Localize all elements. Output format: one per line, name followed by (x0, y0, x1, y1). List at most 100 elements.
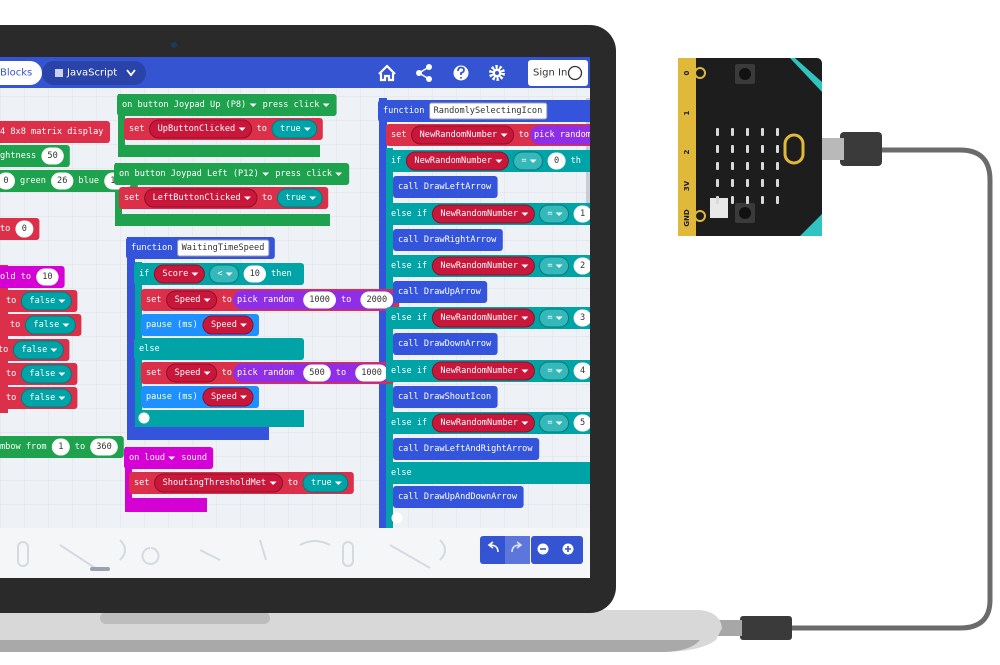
dropdown-pill[interactable] (512, 151, 544, 171)
dropdown-pill[interactable] (431, 361, 535, 381)
dropdown-pill-text: false (29, 369, 55, 379)
dropdown-pill[interactable] (411, 125, 515, 145)
led (731, 145, 734, 153)
dropdown-pill[interactable] (538, 413, 570, 433)
block-frame (125, 498, 207, 512)
block-text: else (139, 344, 160, 354)
dropdown-pill[interactable] (405, 151, 509, 171)
block-text: ghtness (0, 151, 36, 161)
value-input[interactable] (51, 172, 74, 190)
dropdown-pill-text: true (285, 193, 306, 203)
led (776, 162, 779, 170)
home-button[interactable] (378, 64, 396, 82)
dropdown-pill[interactable] (144, 188, 258, 208)
value-input[interactable] (573, 309, 592, 327)
dropdown-pill-text: NewRandomNumber (414, 156, 492, 166)
value-input[interactable] (303, 364, 331, 382)
value-input[interactable] (15, 220, 34, 238)
dropdown-pill[interactable] (431, 256, 535, 276)
dropdown-pill[interactable] (166, 363, 218, 383)
dropdown-pill[interactable] (276, 188, 323, 208)
dropdown-pill[interactable] (538, 308, 570, 328)
dropdown-pill[interactable] (20, 364, 72, 384)
laptop-base-edge (0, 640, 700, 652)
block-text: to (75, 442, 85, 452)
button-b-cap (739, 207, 751, 219)
value-input-text: 2 (580, 261, 585, 271)
pin-label: 3V (683, 180, 691, 191)
dropdown-pill[interactable] (166, 290, 218, 310)
dropdown-pill[interactable] (271, 119, 318, 139)
block-text: blue (78, 176, 99, 186)
value-input[interactable] (90, 438, 118, 456)
block-dropdown-text: Joypad Up (P8) (174, 100, 246, 110)
dropdown-arrow (521, 369, 529, 373)
dropdown-pill[interactable] (154, 473, 284, 493)
block-text: else if (391, 261, 427, 271)
dropdown-pill-text: LeftButtonClicked (153, 193, 241, 203)
block-text: to (222, 368, 232, 378)
value-input[interactable] (573, 362, 592, 380)
dropdown-pill[interactable] (20, 291, 72, 311)
dropdown-pill[interactable] (202, 387, 254, 407)
zoom-in-glyph (565, 546, 571, 552)
redo-button[interactable] (505, 536, 530, 564)
share-button[interactable] (416, 64, 432, 82)
name-field[interactable] (429, 102, 548, 120)
value-input[interactable] (547, 152, 566, 170)
dropdown-pill[interactable] (24, 315, 76, 335)
dropdown-pill[interactable] (153, 264, 205, 284)
block-text: call DrawUpArrow (398, 287, 482, 297)
add-branch-button[interactable] (391, 512, 403, 524)
value-input[interactable] (303, 291, 336, 309)
dropdown-pill[interactable] (431, 308, 535, 328)
value-input[interactable] (573, 205, 592, 223)
led (746, 196, 749, 204)
dropdown-pill[interactable] (208, 264, 240, 284)
dropdown-arrow (240, 395, 247, 399)
dropdown-pill[interactable] (538, 256, 570, 276)
value-input[interactable] (355, 364, 388, 382)
led (776, 179, 779, 187)
block-text: to (257, 124, 267, 134)
share-lines (417, 66, 430, 80)
tab-chevron[interactable] (126, 69, 136, 77)
add-branch-button[interactable] (138, 412, 150, 424)
value-input[interactable] (243, 265, 266, 283)
dropdown-pill[interactable] (431, 204, 535, 224)
led (716, 128, 719, 136)
dropdown-pill[interactable] (149, 119, 253, 139)
dropdown-pill-text: NewRandomNumber (440, 261, 518, 271)
block-text: to (0, 224, 10, 234)
dropdown-pill[interactable] (302, 473, 349, 493)
settings-button[interactable] (489, 65, 505, 81)
block-text: call DrawShoutIcon (398, 392, 491, 402)
value-input[interactable] (41, 147, 64, 165)
settings-hole (495, 71, 499, 75)
dropdown-pill[interactable] (538, 361, 570, 381)
dropdown-pill[interactable] (538, 204, 570, 224)
dropdown-arrow (335, 172, 343, 176)
dropdown-pill[interactable] (202, 315, 254, 335)
block-text: function (383, 106, 424, 116)
value-input-text: 10 (250, 269, 260, 279)
led (716, 179, 719, 187)
value-input[interactable] (573, 257, 592, 275)
toolbar-doodles (17, 539, 446, 569)
name-field[interactable] (177, 239, 270, 257)
undo-button[interactable] (487, 541, 499, 553)
dropdown-pill[interactable] (20, 388, 72, 408)
dropdown-pill[interactable] (431, 413, 535, 433)
value-input[interactable] (360, 291, 394, 309)
dropdown-arrow (58, 372, 66, 376)
block (393, 281, 488, 303)
blocks-tab[interactable] (0, 61, 42, 85)
value-input[interactable] (573, 414, 592, 432)
scrollbar[interactable] (90, 567, 110, 571)
value-input[interactable] (36, 268, 59, 286)
block-text: pause (ms) (146, 392, 198, 402)
dropdown-pill[interactable] (12, 340, 64, 360)
javascript-tab[interactable] (42, 61, 146, 85)
value-input[interactable] (0, 172, 15, 190)
value-input[interactable] (51, 438, 70, 456)
